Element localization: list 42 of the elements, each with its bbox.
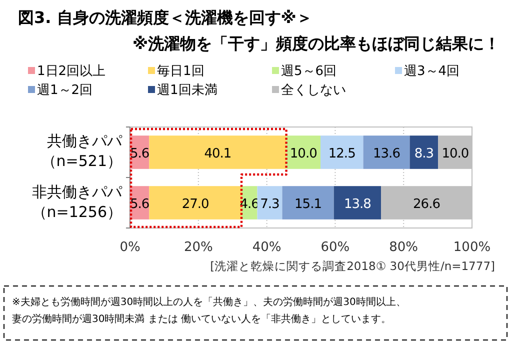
- data-label: 27.0: [182, 196, 210, 212]
- bar: [320, 136, 364, 169]
- x-tick-label: 80%: [389, 240, 418, 255]
- bar: [282, 186, 334, 220]
- bar: [363, 136, 410, 169]
- bar: [334, 186, 382, 220]
- legend-label: 週5～6回: [281, 64, 337, 79]
- text: ※夫婦とも労働時間が週30時間以上の人を「共働き」、夫の労働時間が週30時間以上、妻の労働時間が週30時間未満 または 働いていない人を「非共働き」としています。: [12, 296, 407, 327]
- data-label: 13.6: [373, 146, 400, 162]
- data-label: 26.6: [413, 196, 440, 212]
- legend-label: 週1～2回: [37, 83, 93, 98]
- y-tick-label: 共働きパパ（n=521）: [40, 131, 122, 172]
- x-tick-label: 40%: [252, 240, 282, 255]
- x-tick-label: 60%: [320, 240, 350, 255]
- bar: [381, 186, 472, 220]
- bar: [410, 136, 438, 169]
- bar: [438, 136, 472, 169]
- legend-label: 週1回未満: [157, 83, 218, 98]
- x-tick-label: 100%: [453, 240, 491, 255]
- bar: [257, 186, 282, 220]
- data-label: 15.1: [294, 196, 322, 212]
- bar: [149, 136, 286, 169]
- data-label: 5.6: [130, 196, 150, 212]
- x-tick-label: 20%: [184, 240, 213, 255]
- bar: [149, 186, 242, 220]
- x-tick-label: 0%: [120, 240, 140, 255]
- data-label: 7.3: [260, 196, 280, 212]
- data-label: 5.6: [130, 146, 150, 162]
- y-tick-label: 非共働きパパ（n=1256）: [30, 182, 122, 222]
- text: [洗濯と乾燥に関する調査2018① 30代男性/n=1777]: [210, 259, 495, 273]
- chart-subtitle: ※洗濯物を「干す」頻度の比率もほぼ同じ結果に！: [132, 34, 500, 53]
- data-label: 10.0: [290, 146, 318, 162]
- data-label: 10.0: [442, 146, 469, 162]
- data-label: 13.8: [344, 196, 372, 212]
- chart-title: 図3. 自身の洗濯頻度＜洗濯機を回す※＞: [18, 8, 312, 27]
- data-label: 40.1: [204, 146, 232, 162]
- legend-label: 毎日1回: [157, 64, 204, 79]
- legend-label: 1日2回以上: [37, 64, 106, 79]
- data-label: 12.5: [328, 146, 356, 162]
- legend-label: 週3～4回: [404, 64, 460, 79]
- legend-label: 全くしない: [281, 83, 346, 98]
- data-label: 8.3: [414, 146, 434, 162]
